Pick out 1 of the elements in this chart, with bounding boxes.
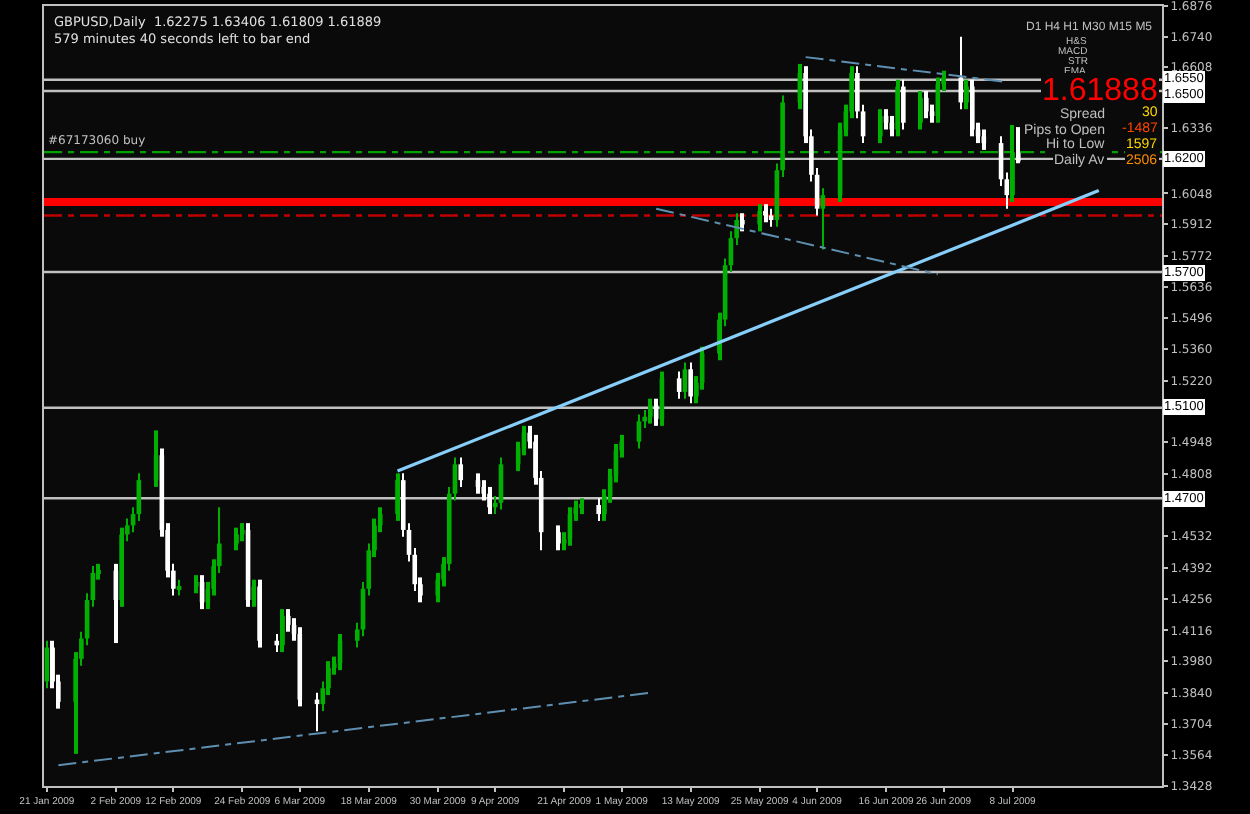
annotation: 1.61888 <box>1042 74 1158 108</box>
